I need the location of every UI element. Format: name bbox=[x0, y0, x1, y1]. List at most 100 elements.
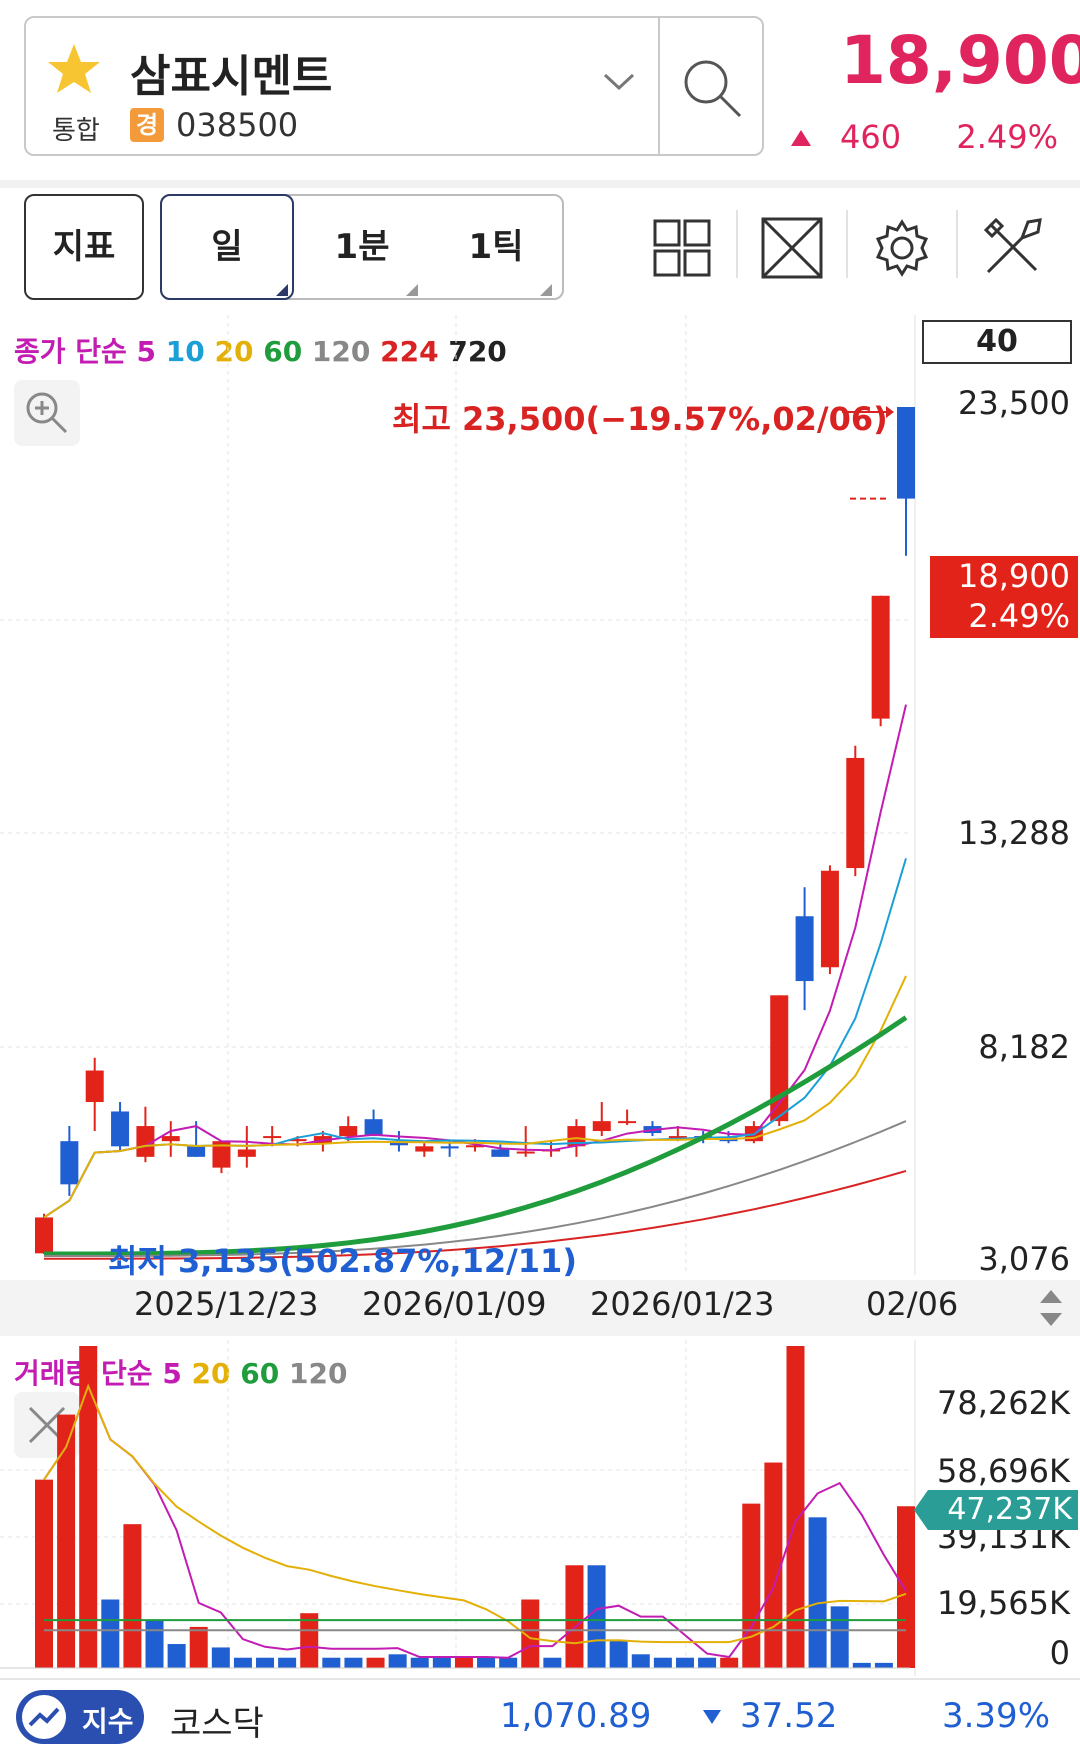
volume-bar bbox=[720, 1657, 739, 1668]
volume-bar bbox=[101, 1599, 120, 1668]
candle-body bbox=[415, 1146, 434, 1152]
y-axis-label: 23,500 bbox=[958, 384, 1070, 422]
volume-bar bbox=[322, 1657, 341, 1668]
index-toggle-button[interactable]: 지수 bbox=[16, 1690, 144, 1744]
trend-icon bbox=[22, 1695, 66, 1739]
price-ma-legend[interactable]: 종가 단순 5 10 20 60 120 224 720 bbox=[14, 330, 507, 370]
volume-bar bbox=[852, 1662, 871, 1668]
y-axis-label: 3,076 bbox=[978, 1240, 1070, 1278]
up-triangle-icon bbox=[790, 128, 812, 148]
candle-body bbox=[466, 1145, 484, 1148]
candle-count-box[interactable]: 40 bbox=[922, 320, 1072, 364]
volume-bar bbox=[388, 1654, 407, 1668]
volume-bar bbox=[344, 1657, 363, 1668]
stock-code: 038500 bbox=[176, 106, 299, 144]
volume-bar bbox=[233, 1657, 252, 1668]
zoom-in-icon[interactable] bbox=[14, 380, 80, 446]
candle-body bbox=[871, 595, 890, 719]
star-icon[interactable] bbox=[44, 40, 104, 100]
volume-chart-area[interactable] bbox=[0, 1340, 1080, 1676]
ma-5-label: 5 bbox=[162, 1357, 182, 1390]
volume-bar bbox=[897, 1506, 915, 1668]
current-tag-pct: 2.49% bbox=[968, 597, 1070, 635]
high-price-label: 최고 23,500(−19.57%,02/06) bbox=[392, 400, 888, 438]
candle-body bbox=[668, 1136, 687, 1139]
low-price-annotation: 최저 3,135(502.87%,12/11) bbox=[108, 1236, 577, 1282]
price-chart-area[interactable] bbox=[0, 315, 1080, 1275]
price-change-pct: 2.49% bbox=[956, 118, 1058, 156]
candle-body bbox=[567, 1126, 586, 1147]
resize-handle-icon[interactable] bbox=[1036, 1286, 1066, 1330]
search-icon[interactable] bbox=[680, 56, 744, 120]
section-divider bbox=[0, 180, 1080, 188]
candle-body bbox=[770, 995, 789, 1122]
ma-120-label: 120 bbox=[302, 335, 371, 368]
ma-period-list: 5 10 20 60 120 224 720 bbox=[137, 335, 507, 368]
candle-body bbox=[820, 870, 839, 968]
ma-long-line bbox=[44, 1120, 907, 1257]
toolbar-separator bbox=[736, 210, 738, 278]
volume-bar bbox=[35, 1479, 53, 1668]
y-axis-label: 78,262K bbox=[937, 1384, 1070, 1422]
y-axis-label: 8,182 bbox=[978, 1028, 1070, 1066]
search-divider bbox=[658, 16, 660, 156]
volume-bar bbox=[410, 1657, 429, 1668]
candle-body bbox=[237, 1149, 256, 1157]
candle-body bbox=[897, 407, 915, 499]
down-triangle-icon bbox=[702, 1708, 722, 1726]
chevron-down-icon[interactable] bbox=[602, 72, 636, 92]
candle-count: 40 bbox=[976, 324, 1018, 359]
settings-gear-icon[interactable] bbox=[872, 218, 932, 278]
candle-body bbox=[389, 1141, 408, 1146]
candle-body bbox=[161, 1136, 180, 1142]
volume-bar bbox=[874, 1662, 893, 1668]
volume-bar bbox=[256, 1657, 275, 1668]
ma-long-line bbox=[44, 1169, 907, 1260]
ma-20-label: 20 bbox=[204, 335, 254, 368]
high-arrow bbox=[842, 402, 894, 422]
toolbar-separator bbox=[846, 210, 848, 278]
volume-ma-legend[interactable]: 거래량 단순 5 20 60 120 bbox=[14, 1352, 347, 1392]
candle-body bbox=[263, 1136, 282, 1139]
x-axis-label: 02/06 bbox=[866, 1285, 959, 1323]
candle-body bbox=[35, 1217, 53, 1254]
volume-bar bbox=[521, 1599, 540, 1668]
ma-5-label: 5 bbox=[136, 335, 157, 368]
warning-badge: 경 bbox=[130, 108, 164, 142]
volume-current-tag: 47,237K bbox=[914, 1490, 1078, 1530]
x-axis-band bbox=[0, 1280, 1080, 1336]
volume-ma-20-line bbox=[43, 1383, 907, 1645]
grid-layout-icon[interactable] bbox=[652, 218, 712, 278]
period-daily-button[interactable]: 일 bbox=[160, 194, 294, 300]
candle-body bbox=[592, 1121, 611, 1132]
ma-20-line bbox=[43, 975, 907, 1219]
volume-bar bbox=[587, 1565, 606, 1668]
current-tag-price: 18,900 bbox=[958, 557, 1070, 595]
volume-bar bbox=[609, 1640, 628, 1668]
price-change: 460 bbox=[840, 118, 902, 156]
stock-search-box[interactable] bbox=[24, 16, 764, 156]
candle-body bbox=[187, 1146, 206, 1157]
period-1min-button[interactable]: 1분 bbox=[334, 227, 390, 267]
period-1tick-button[interactable]: 1틱 bbox=[468, 227, 524, 267]
index-name: 코스닥 bbox=[170, 1704, 264, 1744]
candle-body bbox=[339, 1126, 358, 1137]
market-index-bar[interactable] bbox=[0, 1678, 1080, 1747]
fullscreen-icon[interactable] bbox=[760, 216, 824, 280]
volume-bar bbox=[543, 1657, 562, 1668]
high-price-annotation: 최고 23,500(−19.57%,02/06) bbox=[392, 394, 888, 440]
candle-body bbox=[288, 1139, 307, 1142]
y-axis-label: 58,696K bbox=[937, 1452, 1070, 1490]
index-change: 37.52 bbox=[740, 1696, 838, 1736]
ma-5-line bbox=[43, 704, 907, 1219]
current-price: 18,900 bbox=[840, 22, 1080, 99]
candle-body bbox=[212, 1141, 231, 1168]
period-daily-menu-mark bbox=[276, 284, 288, 296]
ma-20-label: 20 bbox=[181, 1357, 231, 1390]
ma-224-label: 224 bbox=[370, 335, 439, 368]
volume-bar bbox=[278, 1657, 297, 1668]
x-axis-label: 2026/01/23 bbox=[590, 1285, 775, 1323]
volume-bar bbox=[675, 1657, 694, 1668]
indicator-button[interactable]: 지표 bbox=[24, 194, 144, 300]
tools-icon[interactable] bbox=[982, 216, 1044, 278]
